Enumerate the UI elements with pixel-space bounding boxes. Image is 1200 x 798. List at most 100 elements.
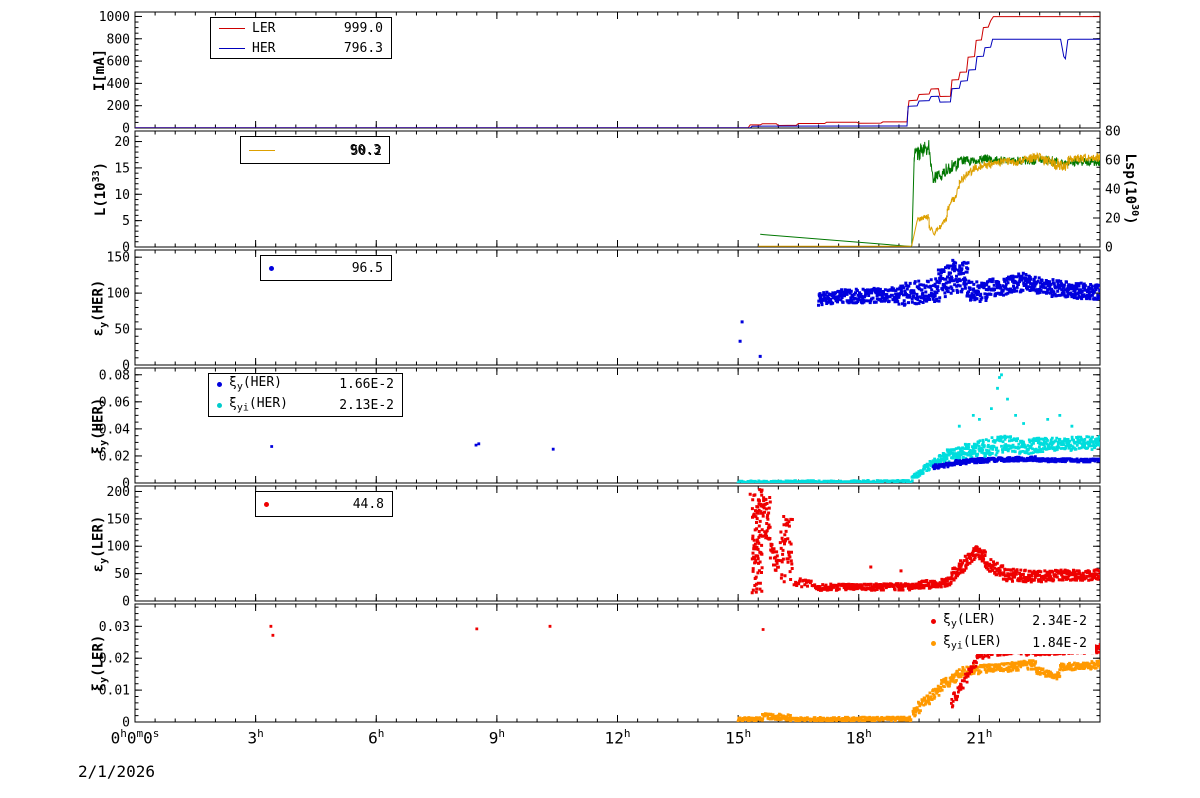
dot-marker-icon xyxy=(931,640,936,646)
axis-ticks xyxy=(134,130,1101,248)
y2-tick-label: 40 xyxy=(1105,183,1121,198)
legend-ey-her: 96.5 xyxy=(260,255,392,281)
series-xiyi-LER xyxy=(736,659,1100,722)
y-tick-label: 200 xyxy=(107,99,130,114)
dot-marker-icon xyxy=(931,618,936,624)
series-xiyi-HER xyxy=(736,373,1100,483)
legend-row: ξy(LER) 2.34E-2 xyxy=(931,613,1087,630)
legend-label: ξyi(HER) xyxy=(229,396,289,414)
y-tick-label: 0.03 xyxy=(99,620,130,635)
y-axis-label-xiy-ler: ξy(LER) xyxy=(90,634,110,692)
series-HER xyxy=(135,38,1100,128)
y-tick-label: 0.06 xyxy=(99,395,130,410)
legend-xiy-ler: ξy(LER) 2.34E-2 ξyi(LER) 1.84E-2 xyxy=(923,610,1095,654)
dot-marker-icon xyxy=(269,265,274,271)
y-axis-label-ey-her: εy(HER) xyxy=(90,279,110,336)
panel-ey-her: 0 50 100 150 xyxy=(107,249,1101,374)
date-label: 2/1/2026 xyxy=(78,762,156,781)
y2-tick-label: 20 xyxy=(1105,212,1121,227)
legend-xiy-her: ξy(HER) 1.66E-2 ξyi(HER) 2.13E-2 xyxy=(208,373,403,417)
line-marker-icon xyxy=(219,47,245,49)
dot-marker-icon xyxy=(217,382,222,387)
y-tick-label: 0 xyxy=(122,359,130,374)
legend-value: 96.5 xyxy=(351,260,383,276)
y-tick-label: 150 xyxy=(107,512,130,527)
legend-label: HER xyxy=(252,40,276,56)
plot-area xyxy=(135,16,1100,128)
legend-row: 90.3 50.2 xyxy=(249,142,382,159)
y-axis-label-ey-ler: εy(LER) xyxy=(90,515,110,572)
axis-ticks xyxy=(134,485,1101,602)
legend-value: 90.3 50.2 xyxy=(349,142,382,159)
legend-value: 44.8 xyxy=(352,496,384,512)
y-tick-label: 0 xyxy=(122,241,130,256)
legend-label: ξyi(LER) xyxy=(943,633,1003,652)
panel-xiy-ler: 0 0.01 0.02 0.03 xyxy=(99,603,1101,731)
y-tick-label: 150 xyxy=(107,251,130,266)
panel-ey-ler: 0 50 100 150 200 xyxy=(107,485,1101,610)
legend-value: 999.0 xyxy=(343,20,383,36)
legend-label: ξy(HER) xyxy=(229,375,282,393)
y2-axis-label-luminosity: Lsp(1030) xyxy=(1122,153,1140,225)
y-tick-label: 15 xyxy=(114,161,130,176)
legend-value: 2.34E-2 xyxy=(1032,613,1087,629)
legend-row: LER 999.0 xyxy=(219,22,383,35)
x-tick-label: 18h xyxy=(845,727,872,748)
y-tick-label: 200 xyxy=(107,485,130,500)
series-ey-LER xyxy=(748,488,1100,595)
legend-row: 44.8 xyxy=(264,498,384,511)
y-tick-label: 5 xyxy=(122,214,130,229)
line-marker-icon xyxy=(249,149,275,151)
y2-tick-label: 0 xyxy=(1105,241,1113,256)
legend-beam-current: LER 999.0 HER 796.3 xyxy=(210,17,392,59)
y-tick-label: 50 xyxy=(114,323,130,338)
y-tick-label: 50 xyxy=(114,567,130,582)
panel-xiy-her: 0 0.02 0.04 0.06 0.08 xyxy=(99,367,1101,492)
legend-value: 1.84E-2 xyxy=(1032,635,1087,651)
dot-marker-icon xyxy=(217,403,222,408)
y-tick-label: 0.02 xyxy=(99,449,130,464)
x-axis-labels: 0h0m0s 3h 6h 9h 12h 15h 18h 21h xyxy=(0,727,1200,753)
y-tick-label: 20 xyxy=(114,135,130,150)
x-tick-label: 3h xyxy=(247,727,264,748)
y-tick-label: 800 xyxy=(107,32,130,47)
line-marker-icon xyxy=(219,27,245,29)
y-tick-label: 0 xyxy=(122,716,130,731)
y-tick-label: 100 xyxy=(107,540,130,555)
y-tick-label: 0.01 xyxy=(99,684,130,699)
legend-row: ξyi(LER) 1.84E-2 xyxy=(931,635,1087,652)
y-axis-label-xiy-her: ξy(HER) xyxy=(90,397,110,454)
y2-tick-label: 60 xyxy=(1105,154,1121,169)
x-tick-label: 6h xyxy=(368,727,385,748)
y-tick-label: 0.04 xyxy=(99,422,130,437)
x-tick-label: 15h xyxy=(725,727,752,748)
legend-value: 796.3 xyxy=(343,40,383,56)
legend-row: ξy(HER) 1.66E-2 xyxy=(217,376,394,393)
legend-luminosity: 90.3 50.2 xyxy=(240,136,390,164)
legend-value: 1.66E-2 xyxy=(339,377,394,392)
panel-beam-current: 0 200 400 600 800 1000 xyxy=(99,10,1101,137)
axis-ticks xyxy=(134,249,1101,366)
y-axis-label-beam-current: I[mA] xyxy=(92,48,108,92)
x-tick-label: 21h xyxy=(966,727,993,748)
x-tick-label: 9h xyxy=(488,727,506,748)
series-LER xyxy=(135,16,1100,128)
plot-area xyxy=(748,488,1100,595)
y-tick-label: 0.08 xyxy=(99,368,130,383)
x-tick-label: 0h0m0s xyxy=(110,727,160,748)
y-tick-label: 0 xyxy=(122,595,130,610)
legend-value: 2.13E-2 xyxy=(339,398,394,413)
y-tick-label: 0 xyxy=(122,477,130,492)
series-Lsp xyxy=(758,151,1100,247)
plot-area xyxy=(758,140,1100,247)
y-tick-label: 400 xyxy=(107,77,130,92)
axis-ticks xyxy=(134,12,1101,129)
y-tick-label: 0 xyxy=(122,122,130,137)
legend-label: ξy(LER) xyxy=(943,611,996,630)
plot-area xyxy=(738,258,1100,358)
legend-row: HER 796.3 xyxy=(219,42,383,55)
y-axis-label-luminosity: L(1033) xyxy=(91,161,109,217)
legend-label: LER xyxy=(252,20,276,36)
